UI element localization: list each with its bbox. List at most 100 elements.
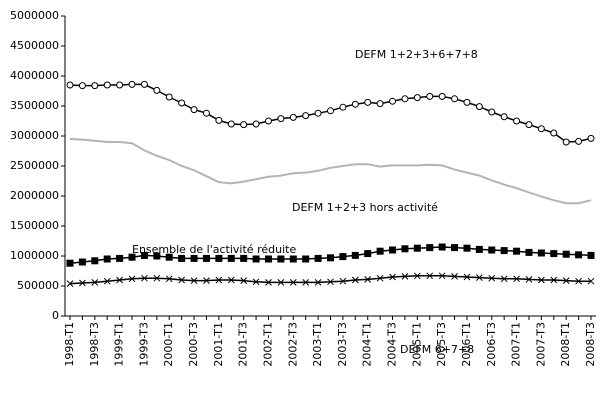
point <box>203 277 210 284</box>
point <box>128 253 136 261</box>
point <box>401 245 409 253</box>
y-tick-label: 3000000 <box>10 129 59 142</box>
point <box>165 253 173 261</box>
point <box>289 113 297 121</box>
point <box>215 276 223 284</box>
point <box>525 276 533 283</box>
point <box>413 244 421 252</box>
point <box>339 253 347 261</box>
point <box>413 94 421 102</box>
point <box>128 275 136 283</box>
point <box>91 82 99 90</box>
point <box>227 120 235 128</box>
point <box>500 247 508 255</box>
point <box>401 273 409 280</box>
x-tick-label: 1998-T3 <box>88 322 101 367</box>
point <box>389 246 397 254</box>
x-tick-label: 2008-T1 <box>559 322 572 367</box>
point <box>538 276 545 284</box>
y-tick-label: 5000000 <box>10 9 59 22</box>
point <box>227 254 235 262</box>
point <box>190 106 198 114</box>
y-tick-label: 2500000 <box>10 159 59 172</box>
point <box>463 98 471 106</box>
point <box>475 103 483 111</box>
point <box>153 252 161 260</box>
point <box>66 81 74 89</box>
series-line <box>69 138 592 205</box>
point <box>289 255 297 263</box>
point <box>364 276 372 283</box>
point <box>78 82 86 90</box>
y-tick-label: 1000000 <box>10 249 59 262</box>
y-tick-label: 500000 <box>17 279 59 292</box>
point <box>351 100 359 108</box>
x-tick-label: 2003-T1 <box>311 322 324 367</box>
point <box>289 279 297 286</box>
point <box>488 108 496 116</box>
x-tick-label: 2008-T3 <box>584 322 597 367</box>
point <box>537 249 545 257</box>
point <box>79 279 86 287</box>
point <box>376 274 384 282</box>
point <box>513 117 521 125</box>
x-tick-label: 2002-T3 <box>286 322 299 367</box>
x-tick-label: 2005-T3 <box>435 322 448 367</box>
point <box>302 112 310 120</box>
x-tick-label: 2000-T1 <box>162 322 175 367</box>
series-label: Ensemble de l'activité réduite <box>132 243 296 256</box>
point <box>103 277 111 285</box>
point <box>513 247 521 255</box>
point <box>488 274 496 282</box>
point <box>525 248 533 256</box>
point <box>525 121 533 129</box>
point <box>103 255 111 263</box>
point <box>215 116 223 124</box>
point <box>66 259 74 267</box>
x-tick-label: 2002-T1 <box>261 322 274 367</box>
point <box>178 254 186 262</box>
point <box>190 254 198 262</box>
point <box>314 254 322 262</box>
x-tick-label: 2001-T3 <box>237 322 250 367</box>
point <box>401 95 409 103</box>
point <box>190 277 198 284</box>
point <box>202 254 210 262</box>
point <box>327 254 334 262</box>
point <box>240 254 248 262</box>
point <box>438 272 446 280</box>
point <box>587 134 595 142</box>
point <box>438 92 446 100</box>
point <box>463 244 471 252</box>
point <box>215 254 223 262</box>
point <box>339 277 347 285</box>
point <box>562 277 570 284</box>
point <box>575 277 582 285</box>
point <box>537 125 545 133</box>
point <box>178 276 185 284</box>
point <box>252 255 260 263</box>
point <box>277 279 285 286</box>
point <box>351 276 359 284</box>
point <box>550 276 558 284</box>
point <box>475 245 483 253</box>
point <box>364 250 372 258</box>
point <box>314 109 322 117</box>
point <box>264 255 272 263</box>
x-tick-label: 1999-T3 <box>137 322 150 367</box>
point <box>587 277 595 285</box>
point <box>426 244 434 252</box>
point <box>587 251 595 259</box>
point <box>91 279 99 286</box>
point <box>116 276 123 284</box>
point <box>91 257 99 265</box>
point <box>240 121 248 129</box>
x-tick-label: 2007-T3 <box>534 322 547 367</box>
x-tick-label: 2006-T1 <box>460 322 473 367</box>
y-tick-label: 1500000 <box>10 219 59 232</box>
x-tick-label: 1999-T1 <box>113 322 126 367</box>
point <box>575 251 583 259</box>
point <box>550 129 558 137</box>
point <box>141 274 148 282</box>
